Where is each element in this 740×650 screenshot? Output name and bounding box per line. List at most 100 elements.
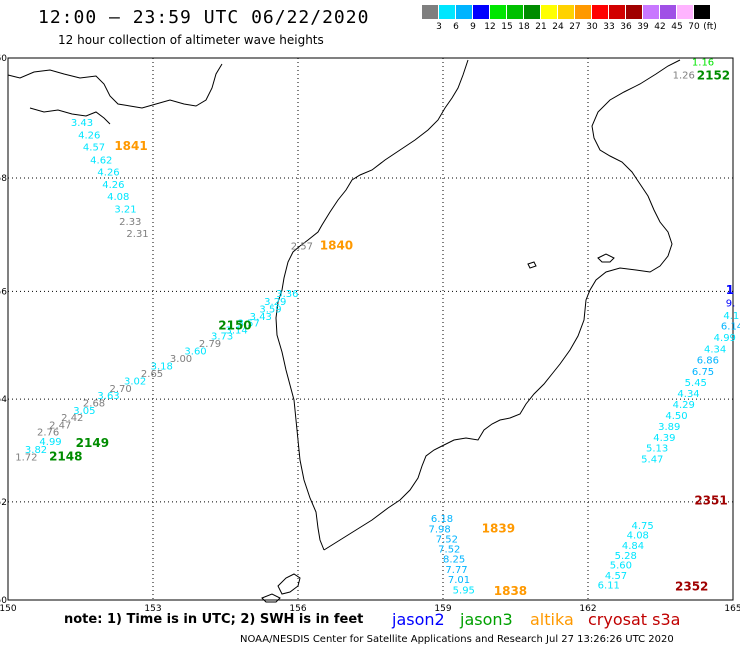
swh-value: 3.14 <box>226 326 248 337</box>
axis-ticks: 150 153 156 159 162 165 60 58 56 54 52 50 <box>0 54 740 614</box>
legend-swatch <box>660 5 676 19</box>
legend-label: 33 <box>603 22 615 32</box>
swh-value: 4.34 <box>677 389 699 400</box>
swh-value: 4.99 <box>714 333 736 344</box>
swh-value: 2.33 <box>119 217 141 228</box>
swh-value: 4.99 <box>39 437 61 448</box>
swh-value: 4.29 <box>673 400 695 411</box>
pass-time-label: 2149 <box>76 436 109 450</box>
swh-value: 5.13 <box>646 444 668 455</box>
legend-swatch <box>694 5 710 19</box>
pass-time-label: 1 <box>726 283 734 297</box>
legend-altika: altika <box>530 610 574 629</box>
swh-value: 6.86 <box>697 356 719 367</box>
legend-jason2: jason2 <box>392 610 445 629</box>
swh-value: 7.01 <box>448 575 470 586</box>
legend-swatch <box>524 5 540 19</box>
legend-jason3: jason3 <box>460 610 513 629</box>
lon-tick-label: 159 <box>434 604 451 614</box>
swh-value: 6.75 <box>692 367 714 378</box>
swh-value: 3.18 <box>151 362 173 373</box>
legend-swatch <box>541 5 557 19</box>
legend-label: 42 <box>654 22 666 32</box>
legend-swatch <box>473 5 489 19</box>
swh-value: 2.42 <box>61 413 83 424</box>
map-subtitle: 12 hour collection of altimeter wave hei… <box>58 33 324 47</box>
swh-value: 4.62 <box>90 155 112 166</box>
pass-time-label: 1840 <box>320 239 353 253</box>
swh-value: 8.25 <box>443 555 465 566</box>
swh-value: 2.70 <box>110 384 132 395</box>
swh-value: 7.77 <box>445 565 467 576</box>
swh-value: 3.43 <box>250 312 272 323</box>
swh-value: 3.21 <box>114 205 136 216</box>
swh-value: 1.72 <box>15 452 37 463</box>
legend-swatch <box>558 5 574 19</box>
legend-label: 18 <box>518 22 530 32</box>
swh-value: 1.26 <box>673 70 695 81</box>
legend-unit: (ft) <box>703 22 717 32</box>
swh-value: 5.47 <box>641 454 663 465</box>
swh-value: 3.73 <box>211 331 233 342</box>
legend-label: 21 <box>535 22 547 32</box>
legend-swatch <box>490 5 506 19</box>
swh-value: 1.16 <box>692 57 714 68</box>
lat-tick-label: 56 <box>0 287 7 297</box>
swh-value: 3.63 <box>97 391 119 402</box>
legend-label: 6 <box>453 22 459 32</box>
legend-swatch <box>592 5 608 19</box>
swh-value: 4.34 <box>704 344 726 355</box>
legend-swatch <box>609 5 625 19</box>
map-title: 12:00 — 23:59 UTC 06/22/2020 <box>38 7 370 28</box>
coastline <box>7 59 681 603</box>
lon-tick-label: 165 <box>724 604 740 614</box>
legend-swatch <box>643 5 659 19</box>
swh-value: 6.18 <box>431 514 453 525</box>
swh-value: 4.57 <box>605 571 627 582</box>
lon-tick-label: 153 <box>144 604 161 614</box>
swh-value: 3.02 <box>124 376 146 387</box>
legend-label: 12 <box>484 22 496 32</box>
swh-value: 4.08 <box>107 192 129 203</box>
legend-label: 45 <box>671 22 683 32</box>
lon-tick-label: 156 <box>289 604 306 614</box>
swh-value: 5.45 <box>685 378 707 389</box>
swh-value: 6.14 <box>721 322 740 333</box>
legend-label: 9 <box>470 22 476 32</box>
footer-note: note: 1) Time is in UTC; 2) SWH is in fe… <box>64 612 364 627</box>
legend-label: 24 <box>552 22 564 32</box>
lat-tick-label: 50 <box>0 596 7 606</box>
swh-value: 4.57 <box>83 142 105 153</box>
swh-value: 7.52 <box>436 535 458 546</box>
swh-value: 3.05 <box>73 406 95 417</box>
swh-value: 3.82 <box>25 445 47 456</box>
swh-value: 2.65 <box>141 369 163 380</box>
swh-value: 4.08 <box>627 531 649 542</box>
swh-value: 4.26 <box>78 131 100 142</box>
legend-label: 36 <box>620 22 632 32</box>
swh-value: 3.29 <box>264 297 286 308</box>
pass-time-label: 2148 <box>49 449 82 463</box>
swh-value: 2.57 <box>291 242 313 253</box>
swh-value: 3.43 <box>71 118 93 129</box>
legend-label: 27 <box>569 22 581 32</box>
swh-value: 4.50 <box>665 411 687 422</box>
swh-value: 3.36 <box>276 289 298 300</box>
lat-tick-label: 52 <box>0 498 7 508</box>
swh-value: 4.75 <box>632 521 654 532</box>
swh-value: 3.00 <box>170 354 192 365</box>
legend-swatch <box>422 5 438 19</box>
legend-swatch <box>626 5 642 19</box>
swh-value: 6.11 <box>598 580 620 591</box>
swh-value: 2.31 <box>126 229 148 240</box>
swh-value: 2.76 <box>37 428 59 439</box>
swh-value: 3.89 <box>658 422 680 433</box>
legend-swatch <box>456 5 472 19</box>
swh-value: 3.60 <box>184 347 206 358</box>
swh-value: 5.95 <box>453 585 475 596</box>
swh-value: 4.39 <box>653 433 675 444</box>
graticule <box>8 58 733 600</box>
pass-time-label: 2352 <box>675 579 708 593</box>
map-frame <box>7 57 734 601</box>
legend-label: 70 <box>688 22 700 32</box>
